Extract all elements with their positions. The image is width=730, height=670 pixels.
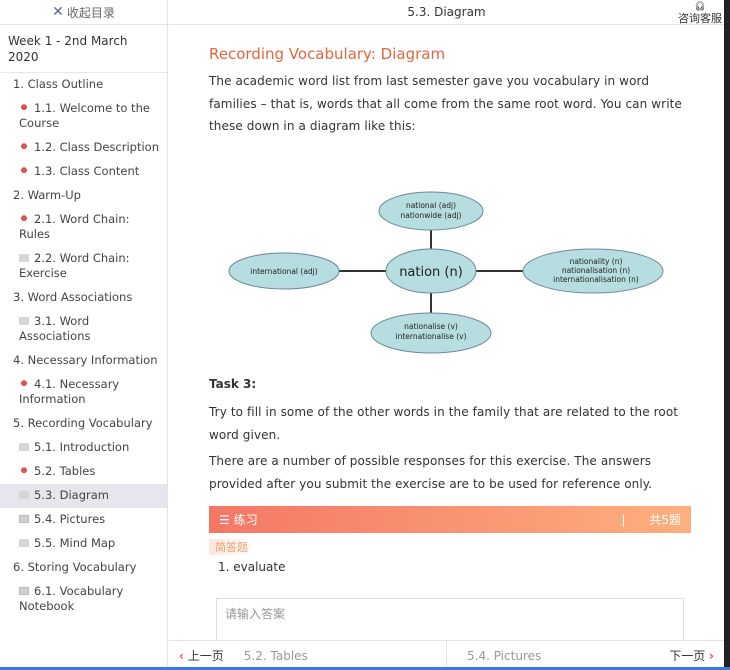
section-title: Recording Vocabulary: Diagram [209, 45, 446, 63]
node-left-line: international (adj) [250, 267, 317, 276]
sidebar-item-label: 2. Warm-Up [13, 188, 81, 202]
task-text: Try to fill in some of the other words i… [209, 405, 679, 442]
page-header: 5.3. Diagram [169, 0, 724, 25]
sidebar-item[interactable]: 5.4. Pictures [0, 508, 167, 532]
completed-icon [19, 467, 29, 475]
prev-page-button[interactable]: ‹ 上一页 5.2. Tables [179, 648, 308, 664]
question-count: 共5题 [649, 513, 681, 527]
document-icon [19, 587, 29, 595]
sidebar-item-label: 1. Class Outline [13, 77, 104, 91]
sidebar-item[interactable]: 5. Recording Vocabulary [0, 412, 167, 436]
sidebar-item[interactable]: 5.3. Diagram [0, 484, 167, 508]
sidebar: ✕ 收起目录 Week 1 - 2nd March 2020 1. Class … [0, 0, 168, 670]
window-edge [724, 0, 730, 670]
question-type-badge: 简答题 [209, 539, 254, 555]
node-center [385, 248, 477, 294]
intro-text: The academic word list from last semeste… [209, 74, 682, 133]
chevron-right-icon: › [709, 649, 714, 663]
note-text: There are a number of possible responses… [209, 454, 653, 491]
document-icon [19, 515, 29, 523]
sidebar-item-label: 5.1. Introduction [34, 440, 130, 454]
completed-icon [19, 167, 29, 175]
exercise-icon [19, 254, 29, 262]
completed-icon [19, 143, 29, 151]
question-text: 1. evaluate [218, 560, 286, 574]
node-center-label: nation (n) [399, 265, 463, 280]
sidebar-item[interactable]: 2. Warm-Up [0, 184, 167, 208]
sidebar-item-label: 2.2. Word Chain: Exercise [19, 251, 130, 280]
node-top-line: national (adj) [406, 201, 456, 210]
node-bottom-line: nationalise (v) [404, 322, 458, 331]
sidebar-item[interactable]: 5.5. Mind Map [0, 532, 167, 556]
list-icon: ☰ [219, 512, 230, 527]
node-top-line: nationwide (adj) [401, 211, 462, 220]
sidebar-item-label: 6.1. Vocabulary Notebook [19, 584, 124, 613]
close-icon: ✕ [52, 4, 64, 20]
sidebar-item[interactable]: 1.3. Class Content [0, 160, 167, 184]
exercise-icon [19, 317, 29, 325]
sidebar-item-label: 5.2. Tables [34, 464, 96, 478]
sidebar-item-label: 5.4. Pictures [34, 512, 106, 526]
exercise-icon [19, 491, 29, 499]
node-right [522, 248, 664, 294]
node-bottom [370, 312, 492, 354]
sidebar-item[interactable]: 1.1. Welcome to the Course [0, 97, 167, 136]
sidebar-item[interactable]: 2.1. Word Chain: Rules [0, 208, 167, 247]
exercise-header: ☰ 练习 | 共5题 [209, 506, 691, 533]
sidebar-item[interactable]: 5.2. Tables [0, 460, 167, 484]
sidebar-item[interactable]: 4. Necessary Information [0, 349, 167, 373]
week-heading: Week 1 - 2nd March 2020 [0, 25, 167, 73]
next-page-button[interactable]: 5.4. Pictures 下一页 › [446, 641, 724, 670]
page-title: 5.3. Diagram [407, 5, 486, 19]
task-label: Task 3: [209, 377, 257, 391]
sidebar-item-label: 1.2. Class Description [34, 140, 160, 154]
node-right-line: nationality (n) [570, 257, 623, 266]
completed-icon [19, 215, 29, 223]
toc-list: 1. Class Outline 1.1. Welcome to the Cour… [0, 73, 167, 619]
bottom-accent-bar [0, 667, 730, 670]
sidebar-item-label: 5. Recording Vocabulary [13, 416, 153, 430]
sidebar-item[interactable]: 2.2. Word Chain: Exercise [0, 247, 167, 286]
node-right-line: nationalisation (n) [562, 266, 630, 275]
sidebar-item[interactable]: 4.1. Necessary Information [0, 373, 167, 412]
sidebar-item-label: 1.3. Class Content [34, 164, 140, 178]
sidebar-item-label: 3.1. Word Associations [19, 314, 91, 343]
sidebar-item[interactable]: 1.2. Class Description [0, 136, 167, 160]
sidebar-item[interactable]: 6.1. Vocabulary Notebook [0, 580, 167, 619]
sidebar-item-label: 2.1. Word Chain: Rules [19, 212, 130, 241]
collapse-toc-button[interactable]: ✕ 收起目录 [0, 0, 167, 25]
completed-icon [19, 380, 29, 388]
sidebar-item-label: 6. Storing Vocabulary [13, 560, 137, 574]
exercise-icon [19, 443, 29, 451]
sidebar-item[interactable]: 3. Word Associations [0, 286, 167, 310]
sidebar-item-label: 4.1. Necessary Information [19, 377, 120, 406]
sidebar-item[interactable]: 5.1. Introduction [0, 436, 167, 460]
node-right-line: internationalisation (n) [553, 275, 639, 284]
customer-service-button[interactable]: 🎧︎ 咨询客服 [678, 2, 722, 25]
completed-icon [19, 104, 29, 112]
sidebar-item-label: 3. Word Associations [13, 290, 133, 304]
exercise-icon [19, 539, 29, 547]
chevron-left-icon: ‹ [179, 649, 184, 663]
sidebar-item-label: 5.3. Diagram [34, 488, 109, 502]
node-left [228, 252, 340, 290]
headset-icon: 🎧︎ [694, 2, 706, 12]
node-bottom-line: internationalise (v) [395, 332, 466, 341]
node-top [378, 191, 484, 231]
sidebar-item-label: 5.5. Mind Map [34, 536, 116, 550]
sidebar-item-label: 4. Necessary Information [13, 353, 158, 367]
sidebar-item[interactable]: 1. Class Outline [0, 73, 167, 97]
sidebar-item[interactable]: 3.1. Word Associations [0, 310, 167, 349]
page-navigation: ‹ 上一页 5.2. Tables 5.4. Pictures 下一页 › [169, 640, 724, 670]
sidebar-item-label: 1.1. Welcome to the Course [19, 101, 150, 130]
sidebar-item[interactable]: 6. Storing Vocabulary [0, 556, 167, 580]
